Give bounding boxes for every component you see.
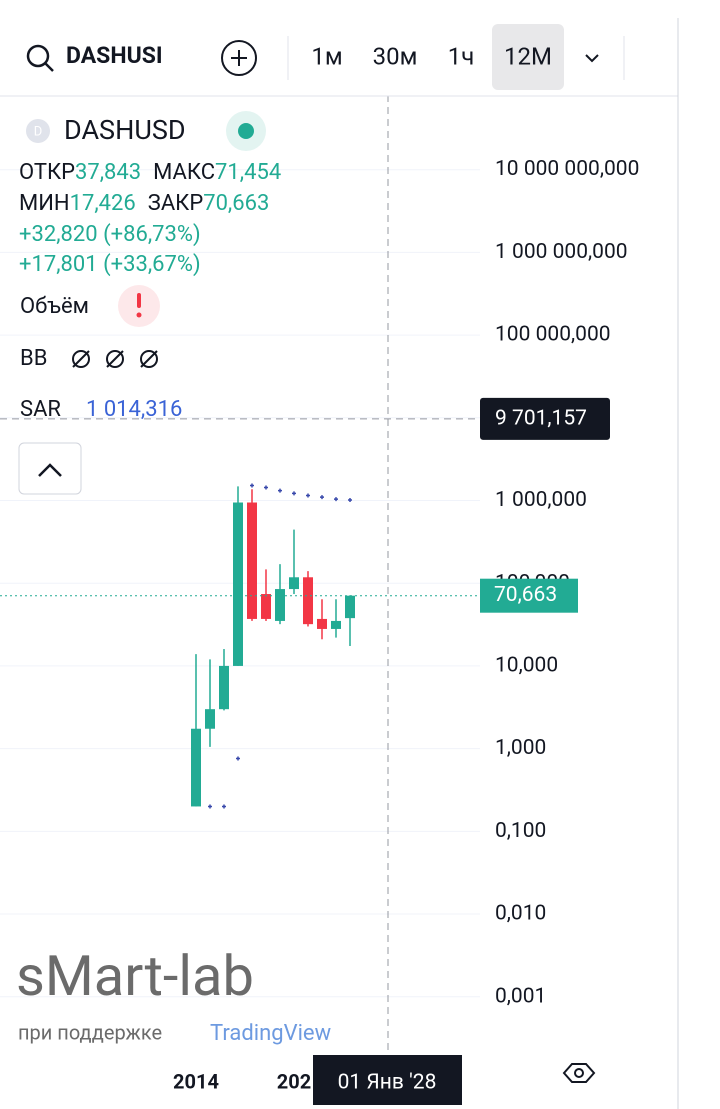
candle-body xyxy=(247,502,257,619)
candle-body xyxy=(191,728,201,807)
sar-point xyxy=(236,756,240,761)
toolbar-symbol[interactable]: DASHUSI xyxy=(66,42,163,69)
interval-button[interactable]: 1ч xyxy=(448,42,475,70)
settings-icon xyxy=(574,1068,584,1078)
y-tick-label: 1 000,000 xyxy=(495,488,587,512)
sar-point xyxy=(208,804,212,809)
interval-button[interactable]: 30м xyxy=(373,42,418,70)
crosshair-price-label: 9 701,157 xyxy=(495,406,587,430)
toolbar xyxy=(0,18,678,96)
candle-body xyxy=(331,620,341,629)
search-icon[interactable] xyxy=(26,44,50,68)
crosshair-date-bg xyxy=(313,1055,462,1105)
symbol-icon-letter: D xyxy=(34,124,43,139)
y-tick-label: 0,100 xyxy=(495,819,546,843)
y-tick-label: 10 000 000,000 xyxy=(495,157,639,181)
candle-body xyxy=(317,618,327,629)
candle-body xyxy=(233,502,243,666)
sar-point xyxy=(306,493,310,498)
watermark-support: при поддержке xyxy=(18,1020,162,1044)
watermark-brand: sMart-lab xyxy=(16,943,254,1009)
sar-value: 1 014,316 xyxy=(86,397,182,422)
intervals: 1м 30м 1ч 12M xyxy=(311,24,564,90)
add-icon xyxy=(231,50,247,66)
symbol-icon xyxy=(26,119,50,143)
candle-body xyxy=(289,577,299,590)
collapse-button[interactable] xyxy=(18,442,82,495)
x-tick-label: 2014 xyxy=(173,1069,219,1093)
y-tick-label: 10,000 xyxy=(495,653,558,677)
legend-ohlc: МИН17,426 ЗАКР70,663 xyxy=(19,191,269,216)
bb-label: BB xyxy=(20,346,47,371)
sar-point xyxy=(278,488,282,493)
candle-body xyxy=(275,589,285,621)
sar-point xyxy=(334,497,338,502)
last-price-bg xyxy=(480,578,578,613)
x-tick-label: 202 xyxy=(277,1069,311,1093)
bb-empty-values xyxy=(72,350,158,368)
interval-active-bg xyxy=(492,24,564,90)
candle-body xyxy=(303,577,313,625)
legend-change: +32,820 (+86,73%) xyxy=(19,222,201,247)
candle-body xyxy=(261,594,271,619)
sar-point xyxy=(320,495,324,500)
crosshair-price-bg xyxy=(480,397,610,440)
y-tick-label: 1,000 xyxy=(495,736,546,760)
sar-point xyxy=(348,498,352,503)
legend-ohlc: ОТКР37,843 МАКС71,454 xyxy=(19,160,281,185)
add-button[interactable] xyxy=(221,40,257,76)
settings-icon[interactable] xyxy=(562,1063,596,1083)
sar-label: SAR xyxy=(20,397,61,422)
collapse-icon xyxy=(38,463,62,477)
y-tick-label: 100 000,000 xyxy=(495,323,611,347)
interval-button[interactable]: 1м xyxy=(311,42,342,70)
sar-point xyxy=(264,485,268,490)
y-tick-label: 1 000 000,000 xyxy=(495,240,628,264)
candle-body xyxy=(345,595,355,619)
candle-body xyxy=(205,709,215,729)
watermark-provider: TradingView xyxy=(210,1021,332,1046)
interval-button[interactable]: 12M xyxy=(504,42,552,70)
legend-change: +17,801 (+33,67%) xyxy=(19,252,201,277)
volume-label: Объём xyxy=(20,294,89,319)
candle-body xyxy=(219,665,229,710)
crosshair-date-label: 01 Янв '28 xyxy=(338,1071,437,1095)
search-icon xyxy=(44,62,54,72)
warning-icon xyxy=(136,312,142,318)
status-dot xyxy=(238,123,254,139)
interval-dropdown[interactable] xyxy=(585,54,599,63)
sar-point xyxy=(250,483,254,488)
last-price-label: 70,663 xyxy=(494,583,557,607)
sar-point xyxy=(222,804,226,809)
y-tick-label: 0,001 xyxy=(495,984,546,1008)
y-tick-label: 0,010 xyxy=(495,902,546,926)
warning-icon xyxy=(137,293,141,308)
legend-symbol: DASHUSD xyxy=(64,114,186,146)
sar-point xyxy=(292,491,296,496)
